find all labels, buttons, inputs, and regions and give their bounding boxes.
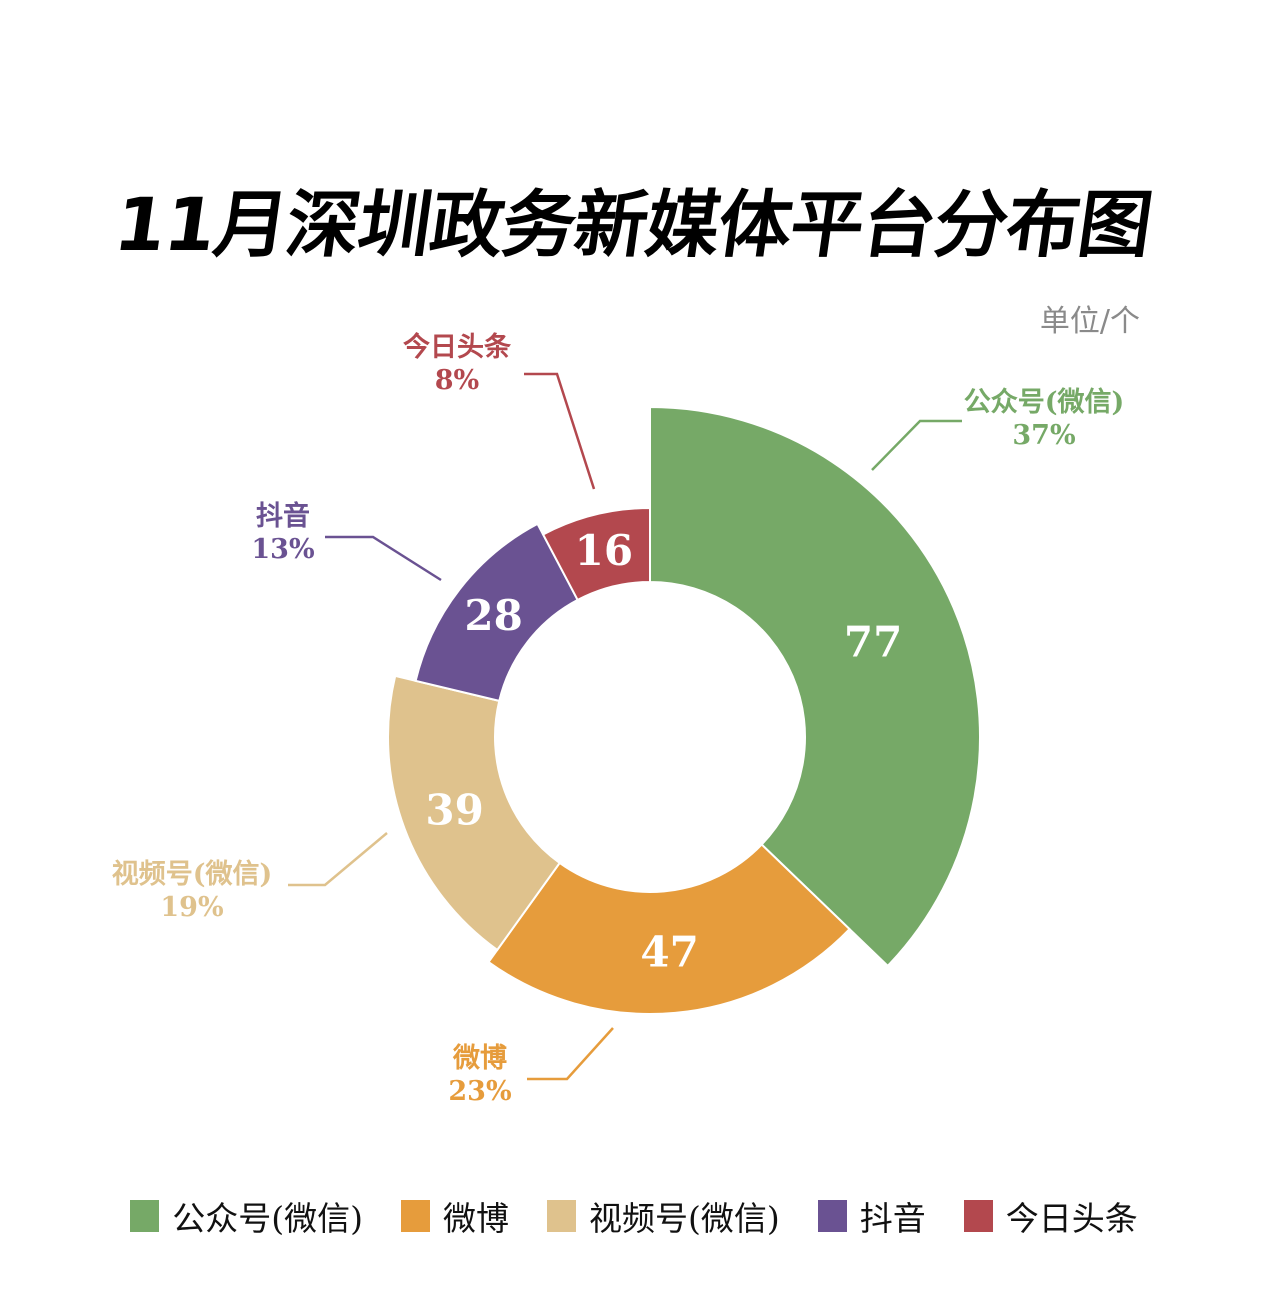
slice-callout: 微博 23% [448,1043,511,1109]
legend-swatch [817,1200,847,1232]
callout-name: 抖音 [255,501,310,533]
slice-value-label: 16 [575,526,633,575]
legend-swatch [130,1200,160,1232]
callout-percent: 19% [160,892,224,923]
callout-name: 视频号(微信) [111,859,273,891]
legend-item-0: 公众号(微信) [130,1192,363,1240]
donut-slice-3 [414,522,579,703]
callout-name: 微博 [452,1043,507,1075]
donut-slice-2 [387,674,562,952]
legend-item-4: 今日头条 [963,1192,1138,1240]
legend-item-2: 视频号(微信) [547,1192,780,1240]
callout-leader-line [288,832,388,887]
callout-percent: 23% [448,1076,512,1107]
legend-label: 抖音 [859,1199,926,1238]
donut-slice-0 [649,405,981,968]
callout-leader-line [325,535,442,582]
slice-callout: 视频号(微信) 19% [112,859,273,925]
callout-leader-line [871,419,962,471]
legend-label: 今日头条 [1005,1199,1138,1238]
callout-percent: 37% [1012,420,1076,451]
slice-callout: 公众号(微信) 37% [964,387,1125,453]
legend-item-3: 抖音 [817,1192,926,1240]
slice-value-label: 77 [844,618,902,667]
callout-leader-line [524,372,596,490]
callout-percent: 8% [434,365,480,396]
slice-callout: 抖音 13% [251,501,314,567]
donut-slice-4 [541,506,651,602]
legend-swatch [401,1200,430,1232]
legend-label: 视频号(微信) [589,1199,780,1238]
callout-name: 今日头条 [403,332,511,364]
callout-leader-line [527,1027,614,1081]
legend-label: 公众号(微信) [172,1199,363,1238]
slice-value-label: 39 [425,785,483,834]
legend-swatch [547,1200,576,1232]
legend-label: 微博 [443,1199,509,1238]
callout-percent: 13% [251,534,315,565]
chart-legend: 公众号(微信) 微博 视频号(微信) 抖音 今日头条 [0,1192,1268,1240]
donut-slice-1 [487,843,851,1015]
unit-label: 单位/个 [1039,304,1140,339]
legend-swatch [963,1200,993,1232]
callout-name: 公众号(微信) [963,387,1125,419]
legend-item-1: 微博 [401,1192,509,1240]
slice-value-label: 47 [640,928,698,977]
slice-callout: 今日头条 8% [403,332,511,398]
slice-value-label: 28 [464,591,522,640]
